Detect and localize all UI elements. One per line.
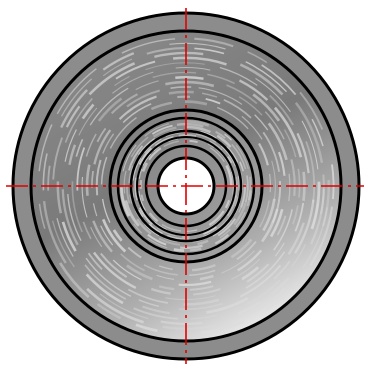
hatch-arc	[179, 135, 196, 136]
hatch-arc	[175, 77, 203, 78]
hatch-arc	[169, 92, 194, 94]
hatch-arc	[174, 250, 184, 251]
